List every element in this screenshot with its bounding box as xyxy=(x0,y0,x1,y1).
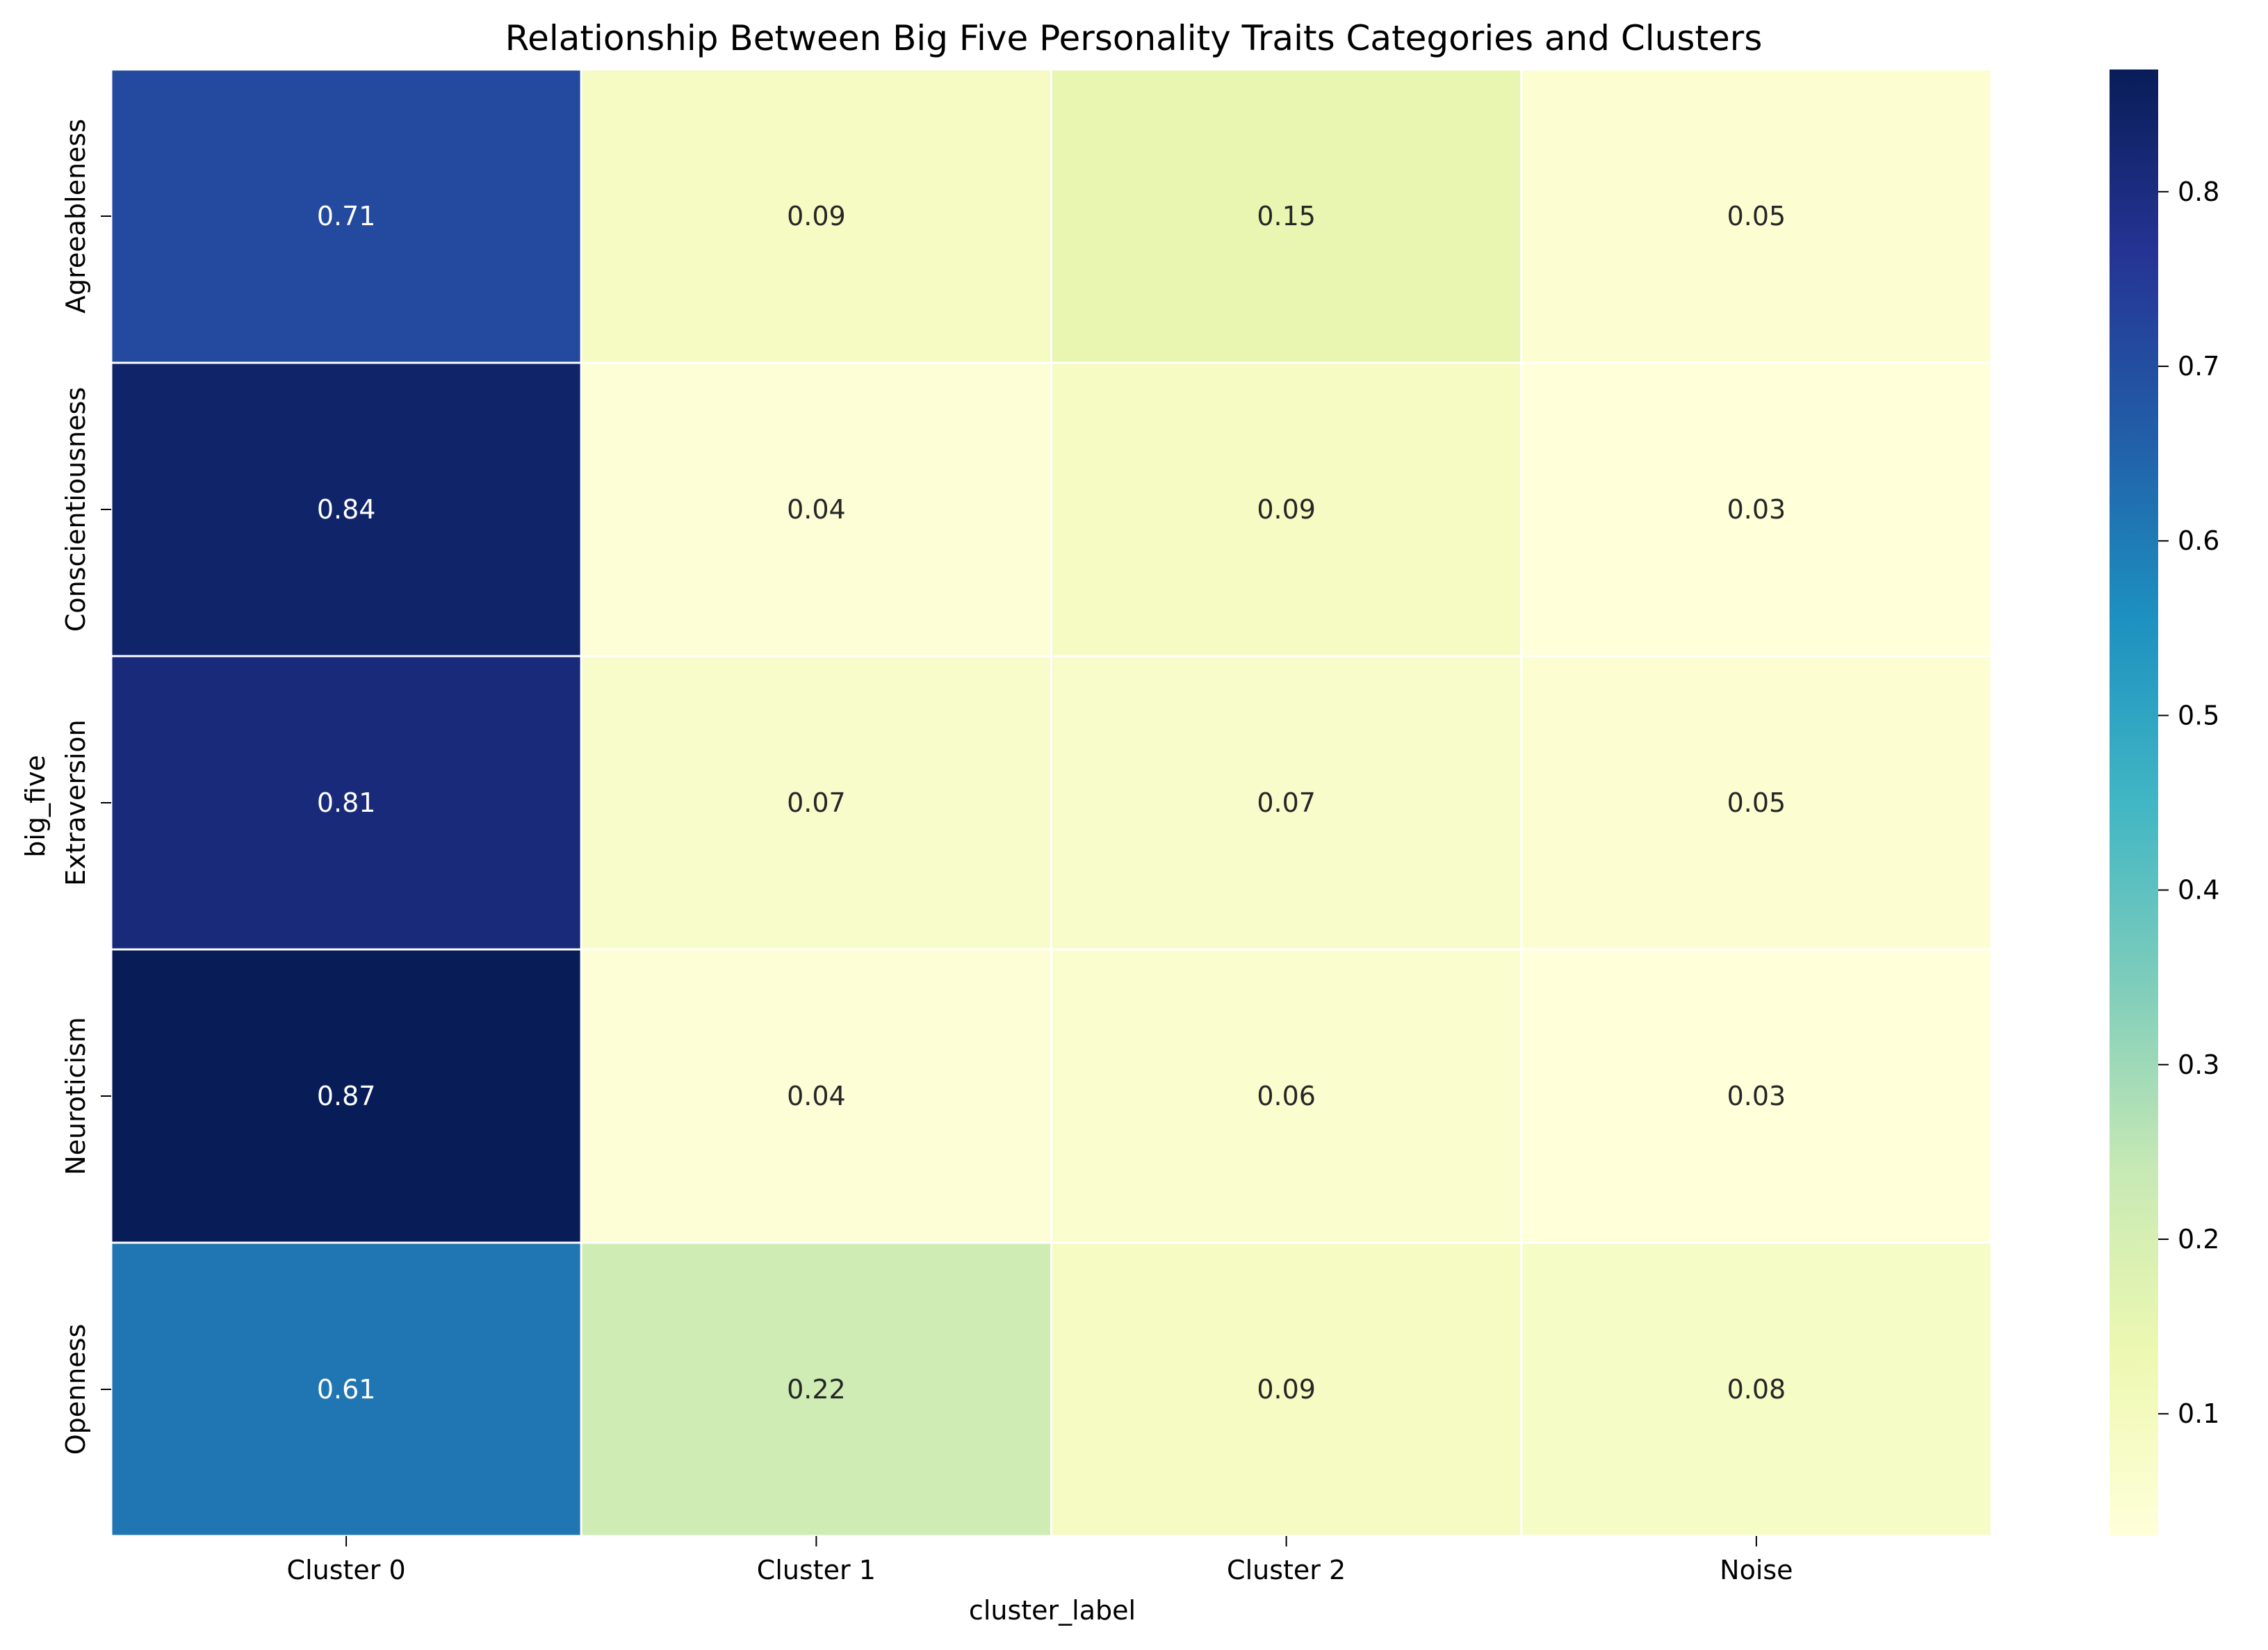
cell-value-label: 0.15 xyxy=(1257,201,1316,231)
heatmap-cell xyxy=(110,361,582,657)
colorbar-gradient xyxy=(2110,70,2158,1536)
cell-value-label: 0.06 xyxy=(1257,1081,1316,1111)
cell-value-label: 0.09 xyxy=(787,201,846,231)
colorbar: 0.1 0.2 0.3 0.4 0.5 0.6 0.7 0.8 xyxy=(2110,70,2219,1536)
heatmap-cell xyxy=(580,948,1052,1244)
x-tick-label: Cluster 0 xyxy=(287,1555,406,1585)
heatmap-cell xyxy=(580,68,1052,364)
colorbar-tick-label: 0.5 xyxy=(2178,700,2219,730)
cell-value-label: 0.05 xyxy=(1727,201,1786,231)
cell-value-label: 0.07 xyxy=(1257,787,1316,818)
heatmap-cell xyxy=(1520,68,1993,364)
cell-value-label: 0.87 xyxy=(317,1081,376,1111)
heatmap-cell xyxy=(1520,361,1993,657)
y-tick-label: Openness xyxy=(60,1324,91,1455)
y-tick-label: Agreeableness xyxy=(60,119,91,313)
y-tick-label: Conscientiousness xyxy=(60,387,91,632)
heatmap-cell xyxy=(580,1241,1052,1537)
heatmap-cell xyxy=(1520,655,1993,951)
cell-value-label: 0.09 xyxy=(1257,1374,1316,1405)
cell-value-label: 0.71 xyxy=(317,201,376,231)
colorbar-tick-label: 0.7 xyxy=(2178,351,2219,382)
heatmap-cell xyxy=(110,1241,582,1537)
y-axis: Agreeableness Conscientiousness Extraversi… xyxy=(60,119,111,1455)
cell-value-label: 0.03 xyxy=(1727,1081,1786,1111)
heatmap-cell-labels: 0.71 0.09 0.15 0.05 0.84 0.04 0.09 0.03 0.81 0.07… xyxy=(317,201,1786,1405)
y-tick-label: Extraversion xyxy=(60,719,91,886)
heatmap-cells xyxy=(110,68,1993,1537)
heatmap-cell xyxy=(110,948,582,1244)
cell-value-label: 0.07 xyxy=(787,787,846,818)
cell-value-label: 0.04 xyxy=(787,1081,846,1111)
heatmap-cell xyxy=(580,361,1052,657)
heatmap-cell xyxy=(110,68,582,364)
heatmap-cell xyxy=(1050,948,1523,1244)
colorbar-tick-label: 0.4 xyxy=(2178,875,2219,906)
chart-title: Relationship Between Big Five Personalit… xyxy=(505,18,1763,58)
x-tick-label: Noise xyxy=(1720,1555,1793,1585)
x-tick-label: Cluster 1 xyxy=(757,1555,876,1585)
cell-value-label: 0.05 xyxy=(1727,787,1786,818)
x-axis: Cluster 0 Cluster 1 Cluster 2 Noise xyxy=(287,1536,1793,1585)
cell-value-label: 0.22 xyxy=(787,1374,846,1405)
colorbar-tick-label: 0.1 xyxy=(2178,1398,2219,1429)
colorbar-tick-label: 0.2 xyxy=(2178,1224,2219,1255)
heatmap-cell xyxy=(1050,68,1523,364)
cell-value-label: 0.04 xyxy=(787,494,846,525)
cell-value-label: 0.03 xyxy=(1727,494,1786,525)
cell-value-label: 0.09 xyxy=(1257,494,1316,525)
heatmap-cell xyxy=(1520,1241,1993,1537)
cell-value-label: 0.08 xyxy=(1727,1374,1786,1405)
colorbar-tick-label: 0.6 xyxy=(2178,525,2219,556)
heatmap-cell xyxy=(1520,948,1993,1244)
y-axis-label: big_five xyxy=(20,755,51,858)
colorbar-tick-label: 0.8 xyxy=(2178,177,2219,207)
cell-value-label: 0.84 xyxy=(317,494,376,525)
x-tick-label: Cluster 2 xyxy=(1227,1555,1346,1585)
x-axis-label: cluster_label xyxy=(969,1595,1136,1626)
heatmap-cell xyxy=(1050,1241,1523,1537)
cell-value-label: 0.61 xyxy=(317,1374,376,1405)
heatmap-cell xyxy=(580,655,1052,951)
cell-value-label: 0.81 xyxy=(317,787,376,818)
y-tick-label: Neuroticism xyxy=(60,1017,91,1175)
heatmap-cell xyxy=(1050,361,1523,657)
colorbar-tick-label: 0.3 xyxy=(2178,1049,2219,1080)
